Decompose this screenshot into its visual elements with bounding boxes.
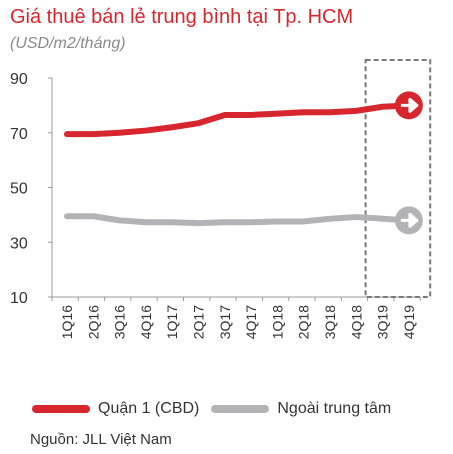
x-tick-label: 4Q16 (138, 305, 154, 339)
y-tick-label: 50 (10, 181, 28, 198)
x-tick-label: 3Q18 (322, 305, 338, 339)
x-tick-label: 2Q18 (296, 305, 312, 339)
y-tick-label: 10 (10, 290, 28, 307)
arrow-right-icon (400, 212, 419, 228)
x-tick-label: 1Q18 (269, 305, 285, 339)
x-tick-label: 3Q16 (112, 305, 128, 339)
legend-item-cbd: Quận 1 (CBD) (32, 400, 199, 418)
legend-swatch-cbd (32, 405, 90, 413)
x-tick-label: 3Q19 (375, 305, 391, 339)
series-line-1 (64, 102, 412, 138)
x-tick-label: 4Q18 (348, 305, 364, 339)
legend: Quận 1 (CBD) Ngoài trung tâm (32, 398, 403, 420)
legend-swatch-outer (211, 405, 270, 413)
legend-item-outer: Ngoài trung tâm (211, 400, 391, 418)
series-line-2 (64, 213, 412, 227)
x-tick-label: 4Q17 (243, 305, 259, 339)
x-tick-label: 2Q16 (85, 305, 101, 339)
y-tick-label: 90 (10, 71, 28, 88)
chart-title: Giá thuê bán lẻ trung bình tại Tp. HCM (10, 6, 354, 28)
x-tick-label: 3Q17 (217, 305, 233, 339)
forecast-box (364, 59, 432, 298)
x-tick-label: 1Q16 (59, 305, 75, 339)
x-tick-label: 4Q19 (401, 305, 417, 339)
legend-label-outer: Ngoài trung tâm (277, 400, 392, 417)
legend-label-cbd: Quận 1 (CBD) (98, 400, 200, 417)
source-note: Nguồn: JLL Việt Nam (30, 431, 172, 448)
y-tick-label: 70 (10, 126, 28, 143)
arrow-right-icon (400, 97, 419, 113)
x-tick-label: 2Q17 (191, 305, 207, 339)
line-chart: 10 30 50 70 90 1Q16 2Q16 3Q16 4Q16 1Q17 2Q17 3Q17 4Q… (10, 59, 432, 339)
chart-subtitle: (USD/m2/tháng) (10, 35, 126, 52)
y-tick-label: 30 (10, 235, 28, 252)
x-tick-label: 1Q17 (164, 305, 180, 339)
